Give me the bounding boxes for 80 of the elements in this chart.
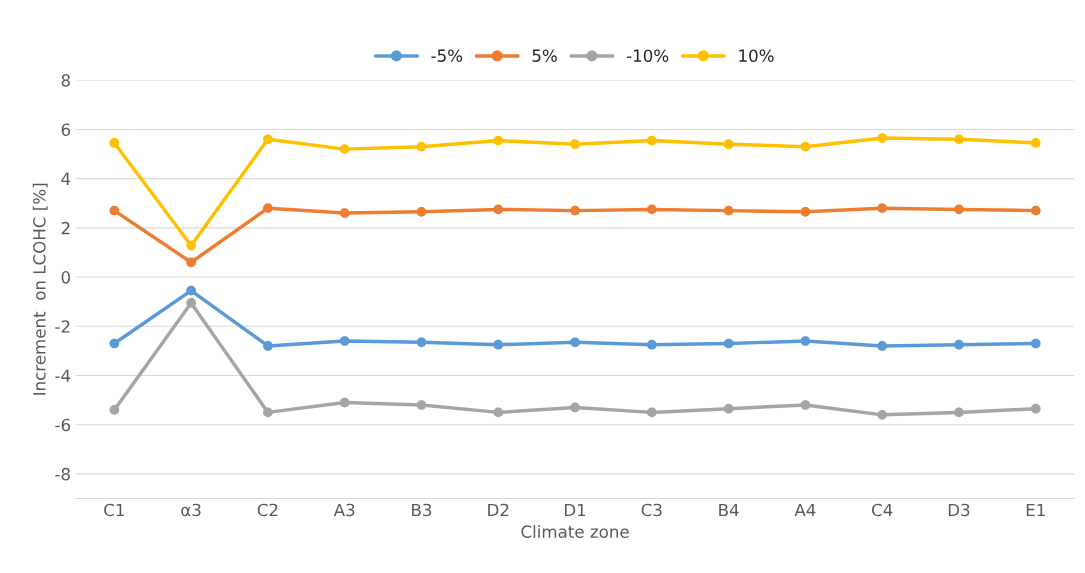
point: [186, 257, 196, 268]
point: [570, 402, 580, 413]
point: [877, 133, 888, 143]
point: [800, 400, 811, 410]
point: [493, 135, 504, 146]
point: [1030, 338, 1041, 349]
point: [646, 339, 657, 350]
y-tick-label: 6: [61, 123, 71, 136]
y-tick-label: 2: [61, 221, 70, 235]
x-tick-label: C4: [872, 503, 893, 517]
point: [877, 341, 888, 351]
x-tick-label: B4: [719, 503, 739, 517]
legend-label: 5%: [532, 49, 557, 62]
x-tick-label: α3: [181, 503, 201, 517]
x-tick-label: D2: [488, 503, 509, 517]
point: [570, 337, 580, 348]
x-tick-label: A3: [333, 503, 355, 517]
x-tick-label: C3: [641, 503, 662, 517]
point: [646, 407, 657, 418]
point: [1030, 138, 1041, 148]
y-tick-label: 0: [61, 271, 70, 284]
legend-label: 10%: [739, 49, 774, 62]
point: [800, 141, 811, 152]
point: [493, 339, 504, 350]
y-tick-label: -8: [55, 467, 70, 481]
point: [263, 341, 273, 351]
x-tick-label: A4: [794, 503, 816, 517]
point: [109, 338, 120, 349]
y-tick-label: 4: [61, 172, 71, 185]
point: [416, 400, 427, 410]
point: [493, 204, 504, 215]
point: [339, 144, 350, 154]
point: [263, 134, 273, 145]
point: [339, 336, 350, 346]
point: [339, 397, 350, 408]
point: [723, 205, 734, 216]
point: [646, 135, 657, 146]
point: [570, 139, 580, 150]
point: [186, 285, 196, 296]
point: [416, 337, 427, 348]
point: [1030, 403, 1041, 414]
point: [646, 204, 657, 215]
point: [954, 134, 964, 145]
x-tick-label: B3: [412, 503, 432, 517]
point: [954, 339, 964, 350]
point: [339, 208, 350, 218]
point: [877, 409, 888, 420]
point: [416, 207, 427, 217]
point: [186, 240, 196, 251]
point: [263, 407, 273, 418]
point: [570, 205, 580, 216]
point: [109, 138, 120, 148]
x-tick-label: C2: [257, 503, 278, 517]
x-tick-label: E1: [1026, 503, 1045, 517]
legend-label: -5%: [431, 49, 463, 62]
point: [186, 298, 196, 308]
point: [493, 407, 504, 418]
y-tick-label: -2: [55, 320, 70, 333]
point: [416, 141, 427, 152]
y-tick-label: 8: [61, 74, 70, 87]
x-tick-label: D3: [948, 503, 970, 517]
x-tick-label: C1: [104, 503, 124, 517]
y-tick-label: -4: [55, 369, 71, 382]
x-axis-title: Climate zone: [521, 525, 629, 538]
point: [723, 139, 734, 150]
x-tick-label: D1: [564, 503, 586, 517]
point: [723, 403, 734, 414]
point: [109, 405, 120, 415]
legend-label: -10%: [626, 49, 669, 62]
y-axis-title: Increment on LCOHC [%]: [32, 183, 48, 395]
point: [109, 205, 120, 216]
point: [954, 407, 964, 418]
point: [263, 203, 273, 214]
y-tick-label: -6: [55, 418, 71, 432]
point: [723, 338, 734, 349]
point: [1030, 205, 1041, 216]
point: [877, 203, 888, 214]
point: [800, 336, 811, 346]
point: [954, 204, 964, 215]
point: [800, 207, 811, 217]
